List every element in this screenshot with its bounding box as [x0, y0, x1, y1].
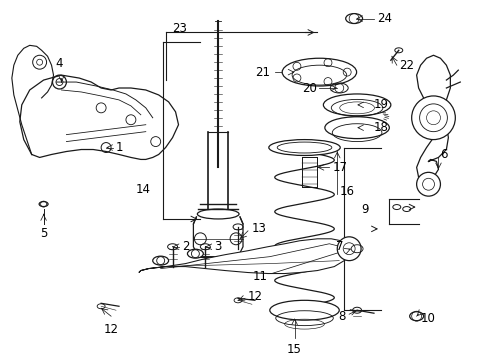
Circle shape	[337, 237, 360, 261]
Ellipse shape	[187, 249, 203, 258]
Ellipse shape	[268, 140, 340, 156]
Text: 2: 2	[182, 240, 190, 253]
Text: 4: 4	[56, 57, 63, 70]
Text: 3: 3	[214, 240, 221, 253]
Text: 1: 1	[116, 141, 123, 154]
Polygon shape	[139, 239, 353, 274]
Text: 11: 11	[252, 270, 267, 283]
Text: 22: 22	[398, 59, 413, 72]
Text: 5: 5	[40, 227, 47, 240]
Text: 15: 15	[286, 343, 302, 356]
Text: 7: 7	[336, 240, 343, 253]
Text: 23: 23	[172, 22, 187, 35]
Text: 9: 9	[360, 203, 368, 216]
Ellipse shape	[324, 117, 388, 139]
Ellipse shape	[152, 256, 168, 265]
Text: 6: 6	[440, 148, 447, 161]
Text: 12: 12	[103, 323, 118, 336]
Circle shape	[416, 172, 440, 196]
Text: 18: 18	[373, 121, 388, 134]
Text: 12: 12	[247, 290, 263, 303]
Ellipse shape	[282, 58, 356, 86]
Ellipse shape	[323, 94, 390, 116]
Text: 16: 16	[339, 185, 353, 198]
Text: 21: 21	[254, 66, 269, 78]
Text: 17: 17	[332, 161, 346, 174]
Text: 19: 19	[373, 98, 388, 111]
Text: 14: 14	[136, 183, 150, 196]
Text: 8: 8	[337, 310, 345, 323]
Circle shape	[411, 96, 454, 140]
Text: 10: 10	[420, 312, 435, 325]
Text: 24: 24	[376, 12, 391, 25]
Text: 20: 20	[302, 81, 317, 95]
Ellipse shape	[269, 300, 339, 320]
Text: 13: 13	[251, 222, 266, 235]
